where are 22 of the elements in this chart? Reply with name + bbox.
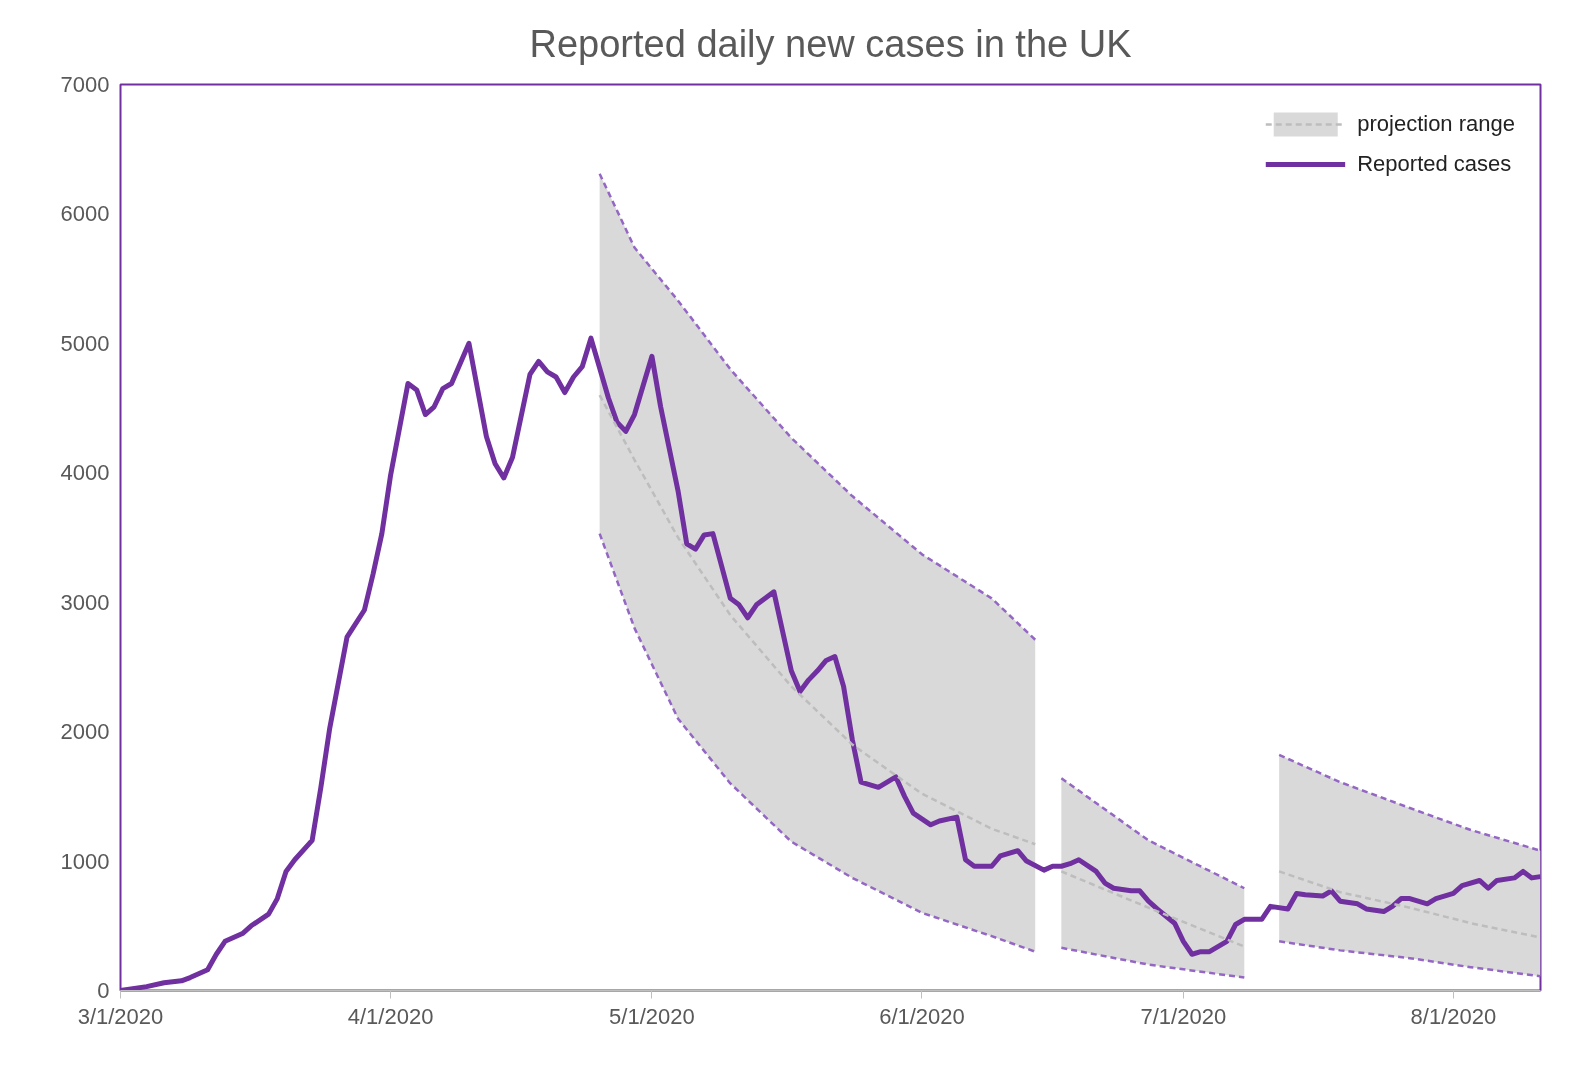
- y-tick-label: 6000: [60, 201, 110, 227]
- chart-title: Reported daily new cases in the UK: [529, 22, 1132, 65]
- x-tick-label: 4/1/2020: [347, 1003, 434, 1029]
- x-tick-label: 5/1/2020: [609, 1003, 695, 1029]
- x-tick-label: 8/1/2020: [1410, 1003, 1497, 1029]
- line-series: [598, 172, 1037, 641]
- line-series: [598, 393, 1037, 846]
- y-tick-label: 0: [97, 978, 110, 1003]
- x-tick-label: 3/1/2020: [77, 1003, 164, 1029]
- y-tick-label: 1000: [60, 848, 110, 874]
- x-tick-label: 7/1/2020: [1140, 1003, 1227, 1029]
- y-tick-label: 7000: [60, 72, 110, 97]
- y-tick-label: 4000: [60, 460, 110, 486]
- line-series: [1277, 753, 1541, 852]
- y-tick-label: 3000: [60, 589, 110, 615]
- y-tick-label: 5000: [60, 330, 110, 356]
- line-series: [598, 532, 1037, 953]
- x-tick-label: 6/1/2020: [879, 1003, 965, 1029]
- line-series: [1277, 940, 1541, 978]
- legend-label: Reported cases: [1357, 151, 1512, 177]
- legend-label: projection range: [1357, 111, 1515, 137]
- y-tick-label: 2000: [60, 719, 110, 745]
